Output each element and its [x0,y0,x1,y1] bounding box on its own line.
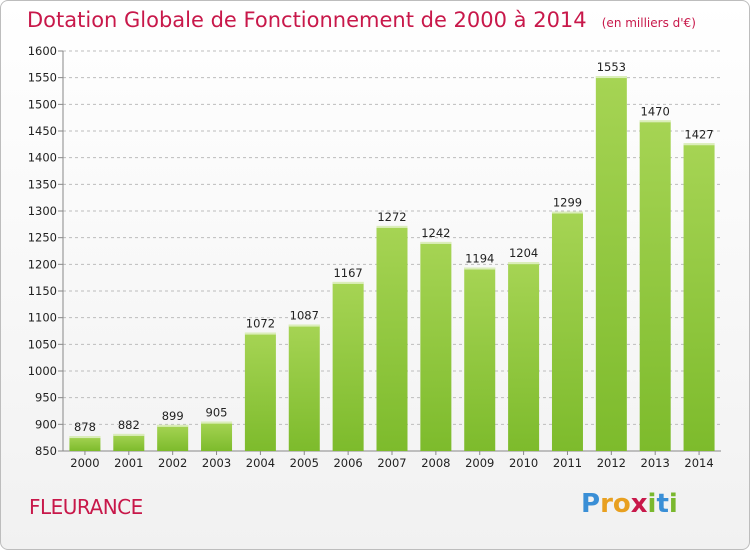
y-tick-label: 900 [35,417,57,431]
x-tick-label: 2007 [377,456,406,470]
data-label: 1427 [684,127,713,141]
chart-title-main: Dotation Globale de Fonctionnement de 20… [27,8,587,32]
data-label: 1087 [290,309,319,323]
x-tick-label: 2000 [70,456,99,470]
bar [683,143,715,451]
bar-highlight [244,332,276,335]
data-label: 1242 [421,226,450,240]
logo-letter: P [581,489,601,519]
bar [464,267,496,451]
bar-highlight [595,76,627,79]
x-tick-label: 2003 [202,456,231,470]
bar-highlight [551,211,583,214]
x-tick-label: 2002 [158,456,187,470]
y-tick-label: 1000 [28,364,57,378]
y-tick-label: 1300 [28,204,57,218]
bar-highlight [683,143,715,146]
bar [157,424,189,451]
y-tick-label: 1200 [28,257,57,271]
data-label: 1167 [333,266,362,280]
y-tick-label: 1050 [28,337,57,351]
y-tick-label: 1400 [28,151,57,165]
bar [420,241,452,451]
bar [201,421,233,451]
data-label: 905 [206,406,228,420]
bar [595,76,627,452]
bar-highlight [69,436,101,439]
logo-letter: t [656,489,669,519]
data-label: 1470 [641,104,670,118]
x-tick-label: 2005 [290,456,319,470]
chart-title: Dotation Globale de Fonctionnement de 20… [27,8,696,32]
x-tick-label: 2004 [246,456,275,470]
bar-highlight [201,421,233,424]
bar-highlight [113,433,145,436]
y-tick-label: 1600 [28,44,57,58]
y-tick-label: 1550 [28,71,57,85]
data-label: 1194 [465,252,494,266]
y-tick-label: 950 [35,391,57,405]
logo-letter: r [600,489,613,519]
bar-highlight [332,281,364,284]
proxiti-logo: Proxiti [581,489,678,519]
x-tick-label: 2011 [553,456,582,470]
data-label: 1553 [597,60,626,74]
y-tick-label: 850 [35,444,57,458]
y-tick-label: 1100 [28,311,57,325]
y-tick-label: 1150 [28,284,57,298]
x-tick-label: 2012 [597,456,626,470]
x-tick-label: 2014 [684,456,713,470]
logo-letter: o [612,489,631,519]
bar [332,281,364,451]
bar-highlight [464,267,496,270]
bar [551,211,583,451]
bar [69,436,101,451]
data-label: 882 [118,418,140,432]
bar-highlight [639,120,671,123]
bar-highlight [420,241,452,244]
bar-highlight [288,324,320,327]
x-tick-label: 2006 [333,456,362,470]
bar [288,324,320,451]
data-label: 1204 [509,246,538,260]
bar [244,332,276,451]
x-tick-label: 2008 [421,456,450,470]
logo-letter: i [647,489,657,519]
city-name: FLEURANCE [29,495,143,519]
data-label: 899 [162,409,184,423]
bar [376,225,408,451]
y-tick-label: 1500 [28,97,57,111]
bar [639,120,671,451]
data-label: 1272 [377,210,406,224]
x-tick-label: 2013 [641,456,670,470]
x-tick-label: 2010 [509,456,538,470]
x-tick-label: 2001 [114,456,143,470]
bar-highlight [376,225,408,228]
bar-highlight [508,262,540,265]
bar [113,433,145,451]
y-tick-label: 1350 [28,177,57,191]
data-label: 878 [74,420,96,434]
bar [508,262,540,451]
x-tick-label: 2009 [465,456,494,470]
y-tick-label: 1450 [28,124,57,138]
chart-subtitle: (en milliers d'€) [601,16,696,30]
data-label: 1299 [553,196,582,210]
bar-highlight [157,424,189,427]
logo-letter: i [668,489,678,519]
y-tick-label: 1250 [28,231,57,245]
data-label: 1072 [246,317,275,331]
logo-letter: x [630,489,648,519]
